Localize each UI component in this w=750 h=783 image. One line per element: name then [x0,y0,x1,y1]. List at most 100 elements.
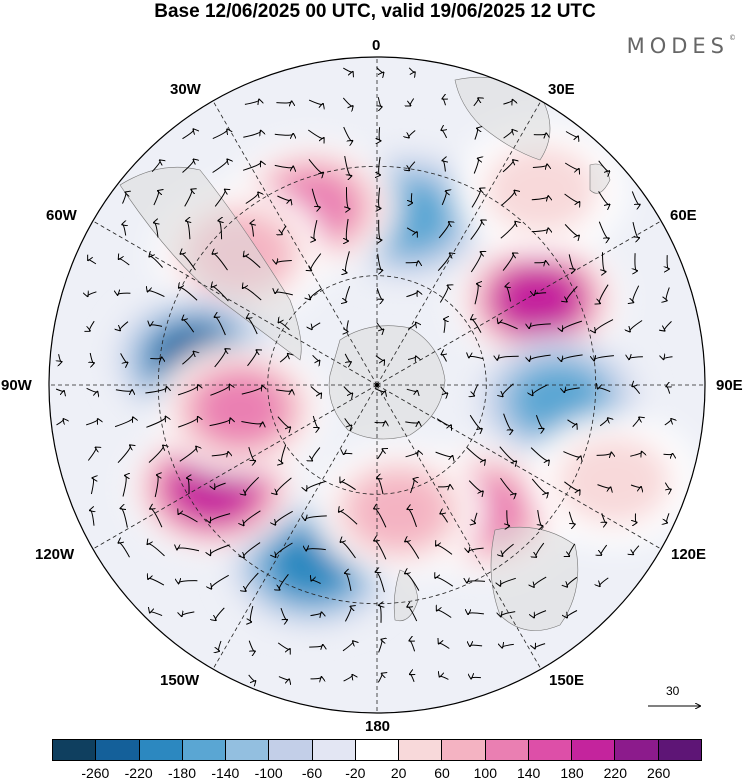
wind-arrow [275,542,293,557]
wind-arrow [533,133,546,134]
wind-arrow [538,510,543,526]
wind-arrow [444,319,445,333]
wind-arrow [279,573,289,589]
wind-arrow [312,447,321,461]
wind-arrow [212,160,228,173]
wind-arrow [281,444,287,463]
brand-text: MODES [626,34,729,58]
south-pole-marker [375,383,379,387]
meridian-line [376,384,542,670]
wind-arrow [501,191,515,206]
wind-arrow [213,254,228,271]
wind-arrow [561,354,583,361]
wind-arrow [149,256,163,268]
wind-arrow [535,415,543,429]
wind-arrow [374,541,387,560]
colorbar-tick-label: -260 [81,765,110,781]
wind-arrow [409,130,416,138]
wind-arrow [405,422,418,423]
wind-arrow [440,386,448,394]
wind-arrow [436,545,453,555]
wind-arrow [529,354,551,361]
graticule [49,57,705,713]
wind-arrow [632,386,641,394]
wind-arrow [469,356,484,360]
wind-arrow [122,224,125,236]
wind-arrow [629,357,643,359]
wind-arrow [214,349,226,368]
wind-arrow [503,100,512,104]
wind-arrow [339,511,358,525]
wind-arrow [150,358,161,359]
wind-arrow [314,219,318,240]
wind-arrow [405,451,419,458]
wind-arrow [277,195,290,201]
wind-arrow [532,384,548,395]
wind-arrow [407,357,416,360]
wind-arrow [179,581,198,584]
meridian-line [212,384,378,670]
south-america-landmass [119,166,302,361]
wind-arrow [530,447,549,461]
wind-arrow [566,286,578,301]
wind-arrow [635,253,637,271]
wind-arrow [90,478,93,495]
wind-arrow [470,252,481,273]
wind-arrow [282,225,287,234]
wind-arrow [598,388,611,393]
colorbar-tick-label: -220 [124,765,153,781]
colorbar-cell [311,740,355,760]
wind-arrow [379,187,381,209]
wind-arrow [438,222,449,239]
wind-arrow [310,612,322,615]
wind-arrow [567,610,578,618]
wind-arrow [502,644,514,647]
wind-arrow [278,676,289,680]
wind-arrow [663,454,673,455]
wind-arrow [507,510,509,526]
wind-arrow [378,97,381,107]
colorbar-cell [657,740,701,760]
meridian-line [376,100,542,386]
wind-arrow [310,288,323,300]
wind-arrow [179,513,198,523]
wind-arrow [146,417,165,428]
wind-arrow [405,261,419,262]
wind-arrow [468,613,484,614]
wind-arrow [276,101,291,103]
colorbar-cell [571,740,615,760]
wind-arrow [663,357,673,359]
wind-arrow [344,353,351,362]
wind-arrow [562,320,583,331]
anomaly-center-4 [514,366,603,436]
colorbar-cell [95,740,139,760]
wind-arrow [120,321,129,331]
australia-landmass [490,526,579,631]
wind-arrow [244,100,259,105]
wind-arrow [343,67,352,72]
wind-arrow [410,479,415,494]
wind-arrow [441,130,446,139]
wind-arrow [500,477,516,494]
wind-arrow [340,482,356,491]
wind-arrow [410,98,415,106]
colorbar-tick-label: -60 [301,765,323,781]
wind-arrow [343,675,353,682]
wind-arrow [375,355,384,361]
wind-arrow [410,674,414,682]
colorbar-cell [527,740,572,760]
lon-label-90w: 90W [1,377,32,394]
wind-vectors [56,67,672,682]
wind-arrow [151,160,160,173]
wind-arrow [534,610,547,618]
colorbar-cell [225,740,269,760]
wind-arrow [506,286,511,302]
wind-arrow [215,607,225,620]
wind-arrow [275,292,293,296]
wind-arrow [474,384,479,395]
wind-arrow [182,320,195,333]
wind-arrow [536,542,545,557]
map-title: Base 12/06/2025 00 UTC, valid 19/06/2025… [154,1,596,22]
modes-logo: MODES© [627,34,736,58]
colorbar-tick-label: 20 [390,765,407,781]
